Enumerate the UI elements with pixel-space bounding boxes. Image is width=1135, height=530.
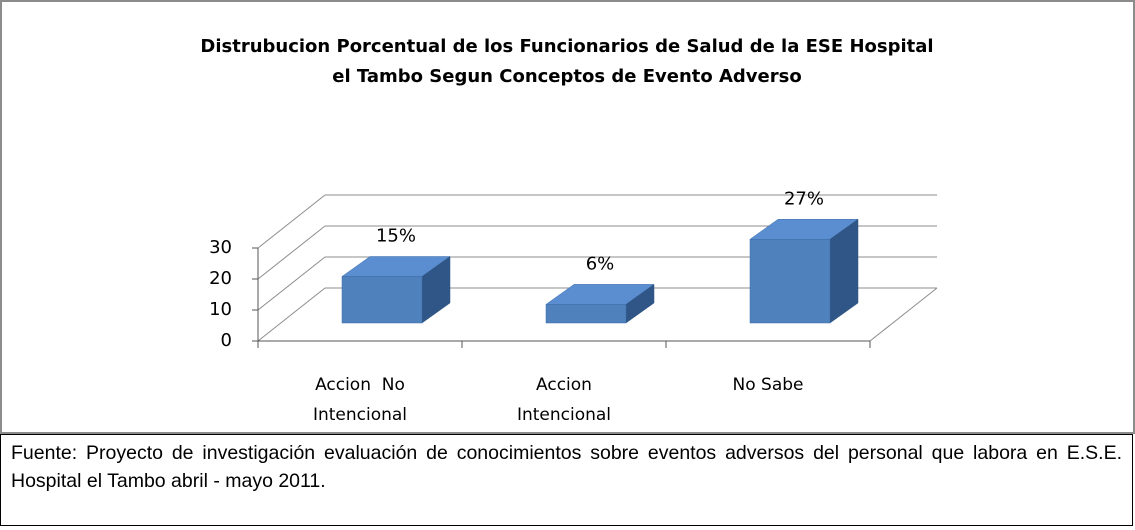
grid-line xyxy=(257,194,326,249)
grid-line xyxy=(257,256,326,311)
x-tick-label: No Sabe xyxy=(732,375,804,395)
caption: Fuente: Proyecto de investigación evalua… xyxy=(0,434,1133,526)
chart: 0 10 20 30 15% 6% 27% xyxy=(209,188,938,351)
x-tick-label: Accion Intencional xyxy=(516,375,612,425)
data-label: 6% xyxy=(586,253,615,274)
grid-line xyxy=(257,287,326,342)
bar xyxy=(341,276,423,324)
x-tick-label: Accion No Intencional xyxy=(312,375,408,425)
bar xyxy=(545,304,627,324)
grid-line xyxy=(257,225,326,280)
y-tick-label: 30 xyxy=(209,237,232,258)
y-tick-label: 20 xyxy=(209,268,232,289)
y-tick-label: 10 xyxy=(209,299,232,320)
floor-edge xyxy=(869,287,938,342)
data-label: 15% xyxy=(376,226,416,247)
data-label: 27% xyxy=(784,188,824,209)
chart-title: Distrubucion Porcentual de los Funcionar… xyxy=(200,36,934,87)
chart-frame xyxy=(0,0,1135,434)
y-tick-label: 0 xyxy=(221,330,232,351)
bar xyxy=(749,239,831,324)
